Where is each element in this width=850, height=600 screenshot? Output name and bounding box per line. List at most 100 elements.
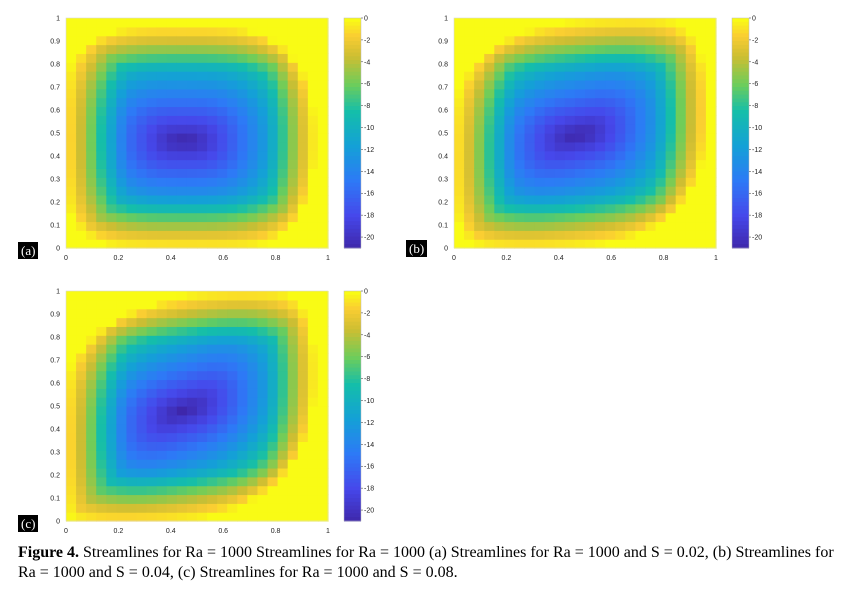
- heatmap-cell: [307, 212, 319, 223]
- heatmap-cell: [106, 335, 117, 345]
- heatmap-cell: [307, 168, 319, 178]
- heatmap-cell: [156, 441, 168, 451]
- heatmap-cell: [96, 212, 107, 223]
- heatmap-cell: [287, 203, 299, 214]
- heatmap-cell: [317, 397, 329, 407]
- heatmap-cell: [564, 18, 576, 28]
- heatmap-cell: [66, 414, 77, 425]
- heatmap-cell: [317, 432, 329, 442]
- heatmap-cell: [277, 88, 289, 99]
- heatmap-cell: [237, 150, 248, 161]
- heatmap-cell: [267, 53, 279, 63]
- heatmap-cell: [86, 71, 97, 81]
- heatmap-cell: [227, 150, 238, 161]
- heatmap-cell: [665, 88, 677, 99]
- heatmap-cell: [237, 397, 248, 407]
- heatmap-cell: [685, 62, 697, 72]
- heatmap-cell: [675, 79, 687, 90]
- heatmap-cell: [176, 97, 188, 108]
- colorbar-segment: [732, 67, 749, 73]
- colorbar-tick-label: -12: [364, 147, 374, 154]
- heatmap-cell: [166, 388, 178, 398]
- heatmap-cell: [166, 230, 178, 240]
- heatmap-cell: [615, 203, 626, 214]
- heatmap-cell: [277, 361, 289, 372]
- heatmap-cell: [297, 230, 309, 240]
- heatmap-cell: [126, 476, 138, 487]
- heatmap-cell: [176, 335, 188, 345]
- heatmap-cell: [176, 221, 188, 231]
- heatmap-cell: [106, 406, 117, 416]
- heatmap-cell: [66, 115, 77, 125]
- heatmap-cell: [554, 44, 566, 54]
- heatmap-cell: [297, 291, 309, 301]
- heatmap-cell: [76, 115, 87, 125]
- heatmap-cell: [227, 44, 238, 54]
- colorbar-segment: [344, 409, 361, 415]
- heatmap-cell: [297, 221, 309, 231]
- heatmap-cell: [297, 194, 309, 205]
- heatmap-cell: [564, 53, 576, 63]
- heatmap-cell: [66, 106, 77, 116]
- heatmap-cell: [197, 335, 208, 345]
- heatmap-cell: [494, 141, 505, 152]
- heatmap-cell: [554, 150, 566, 161]
- heatmap-cell: [307, 352, 319, 363]
- heatmap-cell: [484, 115, 495, 125]
- heatmap-cell: [307, 388, 319, 398]
- heatmap-cell: [86, 494, 97, 504]
- heatmap-cell: [554, 177, 566, 187]
- heatmap-cell: [504, 79, 516, 90]
- heatmap-cell: [126, 379, 138, 389]
- heatmap-cell: [136, 71, 148, 81]
- y-tick-label: 0.5: [50, 404, 60, 411]
- heatmap-cell: [176, 71, 188, 81]
- heatmap-cell: [317, 450, 329, 460]
- heatmap-cell: [76, 186, 87, 196]
- colorbar-segment: [732, 48, 749, 53]
- heatmap-cell: [605, 221, 616, 231]
- plot-frame: [65, 290, 329, 522]
- heatmap-cell: [665, 221, 677, 231]
- heatmap-cell: [136, 344, 148, 354]
- heatmap-cell: [464, 88, 475, 99]
- heatmap-cell: [504, 230, 516, 240]
- heatmap-cell: [514, 141, 526, 152]
- colorbar-frame: [343, 17, 362, 249]
- heatmap-cell: [247, 467, 259, 478]
- heatmap-cell: [665, 230, 677, 240]
- heatmap-cell: [474, 186, 485, 196]
- colorbar-segment: [344, 21, 361, 27]
- heatmap-cell: [307, 503, 319, 513]
- heatmap-cell: [705, 71, 717, 81]
- heatmap-cell: [76, 450, 87, 460]
- heatmap-cell: [454, 159, 465, 169]
- heatmap-cell: [237, 291, 248, 301]
- heatmap-cell: [227, 344, 238, 354]
- heatmap-cell: [655, 44, 667, 54]
- heatmap-cell: [166, 159, 178, 169]
- colorbar-segment: [732, 236, 749, 241]
- heatmap-cell: [76, 414, 87, 425]
- heatmap-cell: [484, 53, 495, 63]
- heatmap-cell: [66, 494, 77, 504]
- figure-caption: Figure 4. Streamlines for Ra = 1000 Stre…: [18, 543, 838, 583]
- heatmap-cell: [524, 239, 536, 249]
- heatmap-cell: [277, 177, 289, 187]
- y-tick-label: 0.2: [50, 200, 60, 207]
- heatmap-cell: [574, 44, 586, 54]
- heatmap-cell: [166, 194, 178, 205]
- colorbar-segment: [344, 136, 361, 142]
- heatmap-cell: [625, 203, 636, 214]
- heatmap-cell: [86, 186, 97, 196]
- colorbar-segment: [732, 202, 749, 207]
- heatmap-cell: [484, 150, 495, 161]
- heatmap-cell: [645, 106, 657, 116]
- heatmap-cell: [96, 291, 107, 301]
- heatmap-cell: [504, 97, 516, 108]
- heatmap-cell: [237, 494, 248, 504]
- heatmap-cell: [675, 133, 687, 143]
- heatmap-cell: [605, 115, 616, 125]
- heatmap-cell: [474, 168, 485, 178]
- heatmap-cell: [605, 168, 616, 178]
